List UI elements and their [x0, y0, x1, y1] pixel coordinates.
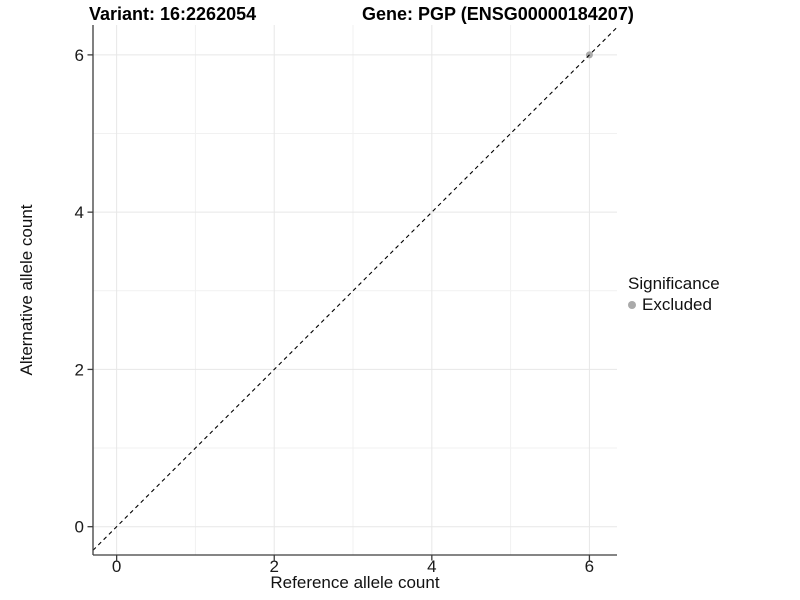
identity-line	[92, 26, 618, 551]
circle-marker-icon	[628, 301, 636, 310]
y-tick-label: 4	[75, 203, 84, 222]
variant-title: Variant: 16:2262054	[89, 4, 257, 24]
legend: Significance Excluded	[628, 274, 720, 315]
legend-item-label: Excluded	[642, 295, 712, 315]
legend-title: Significance	[628, 274, 720, 293]
y-axis-title: Alternative allele count	[17, 204, 36, 376]
y-tick-label: 6	[75, 46, 84, 65]
x-tick-label: 4	[427, 557, 436, 576]
legend-item-excluded: Excluded	[628, 295, 720, 315]
gene-title: Gene: PGP (ENSG00000184207)	[362, 4, 634, 24]
y-tick-label: 0	[75, 518, 84, 537]
y-tick-label: 2	[75, 360, 84, 379]
x-tick-label: 6	[585, 557, 594, 576]
x-axis-title: Reference allele count	[270, 573, 440, 592]
x-tick-label: 0	[112, 557, 121, 576]
x-tick-label: 2	[269, 557, 278, 576]
